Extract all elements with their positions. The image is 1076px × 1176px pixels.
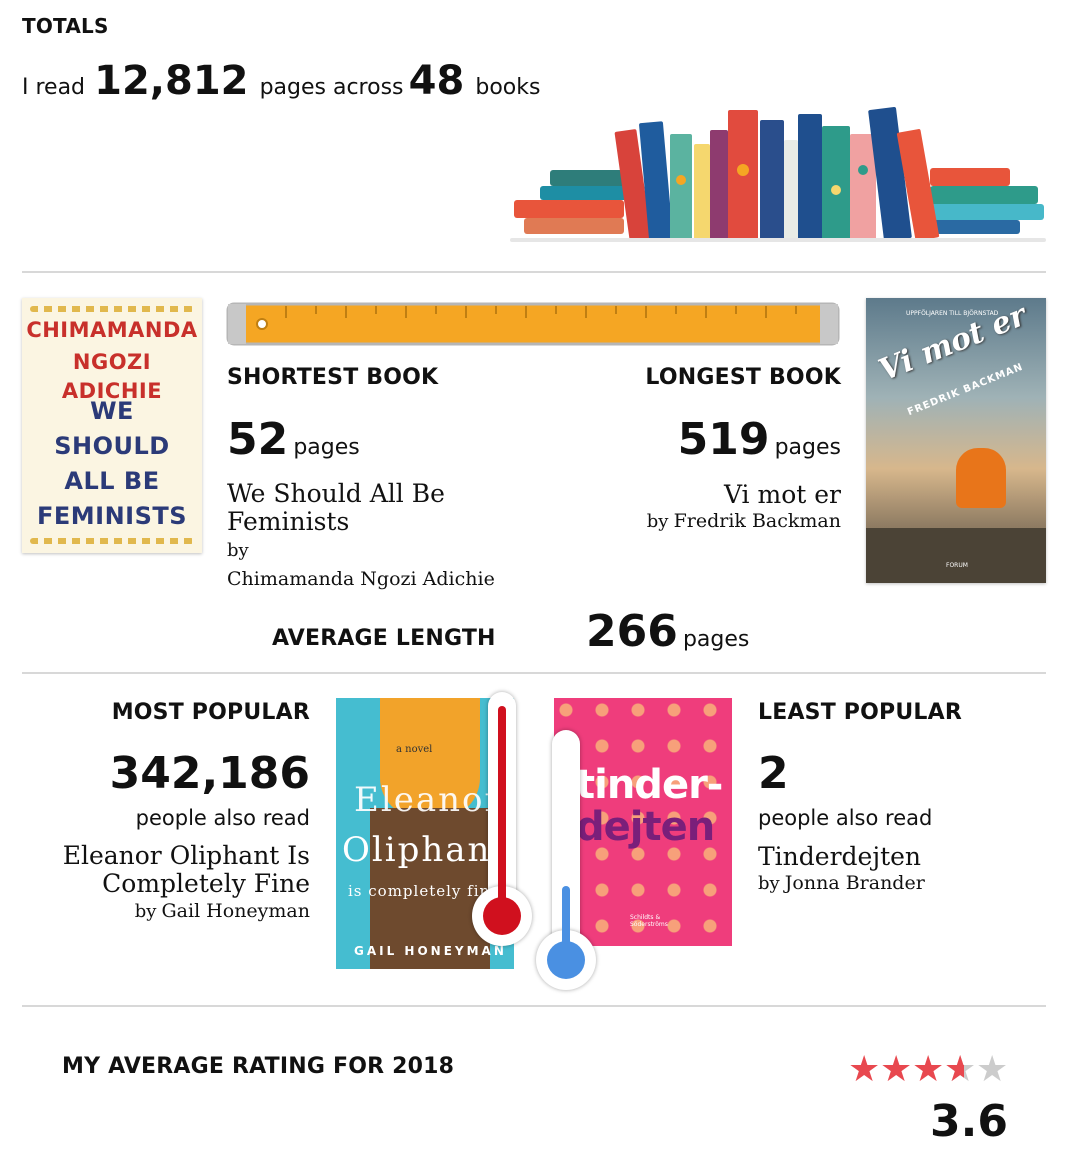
most-popular-title[interactable]: Eleanor Oliphant Is Completely Fine: [63, 842, 310, 898]
cover-figure-top: [380, 698, 480, 818]
cover-author-line1: CHIMAMANDA: [26, 318, 198, 342]
shortest-pages: 52 pages: [227, 414, 360, 465]
cover-figure-bottom: [370, 808, 490, 969]
cover-top-text: UPPFÖLJAREN TILL BJÖRNSTAD: [906, 310, 999, 317]
totals-heading: TOTALS: [22, 14, 109, 38]
longest-book-cover[interactable]: UPPFÖLJAREN TILL BJÖRNSTAD Vi mot er FRE…: [866, 298, 1046, 583]
shortest-book-label: SHORTEST BOOK: [227, 365, 439, 390]
longest-pages-value: 519: [677, 414, 770, 465]
cover-author-line2: NGOZI ADICHIE: [61, 350, 163, 403]
least-popular-count: 2: [758, 748, 789, 799]
most-popular-author[interactable]: Gail Honeyman: [161, 900, 310, 922]
least-popular-caption: people also read: [758, 806, 933, 830]
totals-prefix: I read: [22, 75, 86, 100]
cover-title-line2: SHOULD: [54, 432, 170, 460]
least-popular-label: LEAST POPULAR: [758, 700, 962, 725]
cover-publisher: FORUM: [946, 562, 968, 569]
total-pages-value: 12,812: [94, 58, 249, 104]
star-icon: ★: [944, 1049, 977, 1090]
star-icon: ★: [912, 1049, 945, 1090]
shortest-by: by: [227, 540, 249, 561]
average-length-label: AVERAGE LENGTH: [272, 626, 496, 651]
cover-line1: tinder-: [576, 762, 723, 808]
bookshelf-illustration: [510, 107, 1046, 242]
least-popular-by: by: [758, 873, 780, 894]
cover-title-line3: ALL BE: [64, 467, 160, 495]
hot-thermometer-ball: [483, 897, 521, 935]
average-rating-value: 3.6: [930, 1096, 1008, 1147]
least-popular-title[interactable]: Tinderdejten: [758, 842, 922, 871]
most-popular-label: MOST POPULAR: [111, 700, 310, 725]
ruler-illustration: [226, 302, 840, 346]
shortest-book-cover[interactable]: CHIMAMANDA NGOZI ADICHIE WE SHOULD ALL B…: [22, 298, 202, 553]
divider-totals: [22, 271, 1046, 273]
cover-figure: [956, 448, 1006, 508]
total-books-value: 48: [408, 58, 465, 104]
hot-thermometer-level: [498, 706, 506, 906]
longest-by: by: [646, 511, 669, 532]
star-icon: ★: [976, 1049, 1009, 1090]
totals-line: I read 12,812 pages across 48 books: [22, 58, 540, 104]
cover-line2: Oliphant: [342, 830, 508, 870]
shortest-pages-unit: pages: [293, 435, 360, 460]
average-pages: 266 pages: [586, 606, 749, 657]
shortest-title-line1: We Should All Be: [227, 479, 445, 508]
cover-title-line4: FEMINISTS: [36, 502, 188, 530]
most-popular-title-line1: Eleanor Oliphant Is: [62, 841, 310, 870]
most-popular-byline: by Gail Honeyman: [135, 900, 310, 922]
divider-length: [22, 672, 1046, 674]
cover-line1: Eleanor: [354, 780, 503, 820]
most-popular-by: by: [134, 901, 157, 922]
longest-author[interactable]: Fredrik Backman: [673, 510, 841, 532]
rating-stars: ★ ★ ★ ★ ★ ★: [848, 1052, 1008, 1088]
shortest-book-title[interactable]: We Should All Be Feminists: [227, 480, 445, 536]
cover-line2: dejten: [576, 804, 715, 850]
cover-small: a novel: [396, 744, 433, 755]
longest-pages-unit: pages: [774, 435, 841, 460]
cover-dots: [30, 538, 194, 544]
cover-dots: [30, 306, 194, 312]
least-popular-byline: by Jonna Brander: [758, 872, 925, 894]
least-popular-cover[interactable]: tinder- dejten Schildts & Söderströms: [554, 698, 732, 946]
most-popular-caption: people also read: [135, 806, 310, 830]
totals-suffix: books: [475, 75, 541, 100]
divider-popularity: [22, 1005, 1046, 1007]
star-icon: ★: [880, 1049, 913, 1090]
cover-author: GAIL HONEYMAN: [354, 944, 507, 958]
longest-pages: 519 pages: [678, 414, 841, 465]
star-half-icon: ★: [944, 1052, 964, 1088]
cold-thermometer-ball: [547, 941, 585, 979]
cover-publisher: Schildts & Söderströms: [630, 914, 668, 928]
shortest-author[interactable]: Chimamanda Ngozi Adichie: [227, 568, 495, 590]
longest-byline: by Fredrik Backman: [647, 510, 841, 532]
star-icon: ★: [848, 1049, 881, 1090]
most-popular-title-line2: Completely Fine: [102, 869, 310, 898]
cover-rock: [866, 528, 1046, 583]
average-pages-unit: pages: [682, 627, 750, 652]
longest-book-title[interactable]: Vi mot er: [723, 480, 841, 509]
shortest-pages-value: 52: [227, 414, 289, 465]
shortest-title-line2: Feminists: [227, 507, 350, 536]
least-popular-author[interactable]: Jonna Brander: [784, 872, 925, 894]
cover-title-line1: WE: [90, 397, 134, 425]
average-rating-label: MY AVERAGE RATING FOR 2018: [62, 1054, 455, 1079]
longest-book-label: LONGEST BOOK: [645, 365, 841, 390]
cold-thermometer-level: [562, 886, 570, 946]
cover-line3: is completely fine: [348, 882, 501, 900]
average-pages-value: 266: [586, 606, 678, 657]
totals-middle: pages across: [259, 75, 404, 100]
most-popular-count: 342,186: [109, 748, 310, 799]
